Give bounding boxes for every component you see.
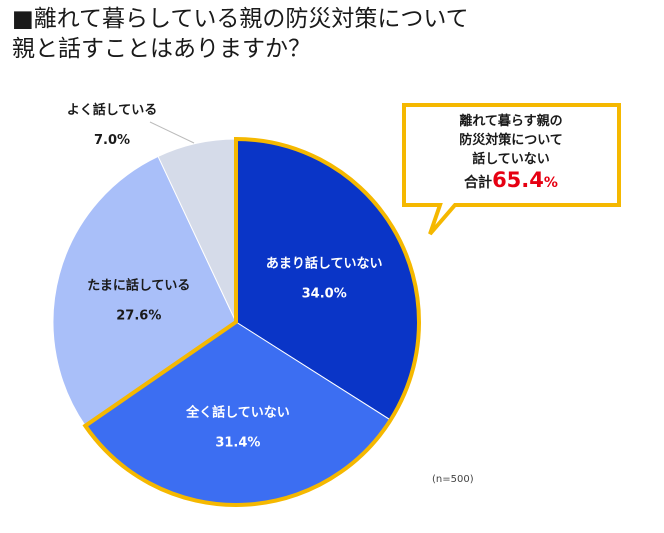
slice-tamani bbox=[52, 155, 237, 427]
callout-line-2: 防災対策について bbox=[459, 133, 563, 148]
slice-amari-label: あまり話していない bbox=[266, 256, 383, 272]
callout-bubble bbox=[402, 103, 621, 236]
slice-tamani-label: たまに話している bbox=[87, 278, 190, 294]
callout: 離れて暮らす親の 防災対策について 話していない 合計65.4% bbox=[403, 104, 619, 204]
title-line-2: 親と話すことはありますか？ bbox=[12, 36, 311, 62]
leader-line-yoku bbox=[149, 121, 195, 144]
slice-amari-value: 34.0% bbox=[302, 287, 347, 302]
slice-yoku-value: 7.0% bbox=[94, 133, 130, 148]
title-line-1: ■離れて暮らしている親の防災対策について bbox=[12, 6, 469, 32]
slice-mattaku-value: 31.4% bbox=[215, 436, 260, 451]
slice-mattaku-label: 全く話していない bbox=[185, 405, 290, 421]
callout-total-unit: % bbox=[543, 175, 558, 191]
callout-line-1: 離れて暮らす親の bbox=[459, 114, 563, 129]
callout-total: 合計65.4% bbox=[403, 168, 619, 193]
chart-title: ■離れて暮らしている親の防災対策について 親と話すことはありますか？ bbox=[12, 4, 469, 64]
slice-tamani-value: 27.6% bbox=[116, 309, 161, 324]
sample-size-note: (n=500) bbox=[432, 474, 474, 485]
callout-total-label: 合計 bbox=[464, 175, 493, 191]
callout-total-value: 65.4 bbox=[492, 168, 544, 192]
highlight-outline bbox=[82, 136, 421, 507]
callout-line-3: 話していない bbox=[472, 152, 550, 167]
slice-yoku-label: よく話している bbox=[67, 102, 158, 118]
